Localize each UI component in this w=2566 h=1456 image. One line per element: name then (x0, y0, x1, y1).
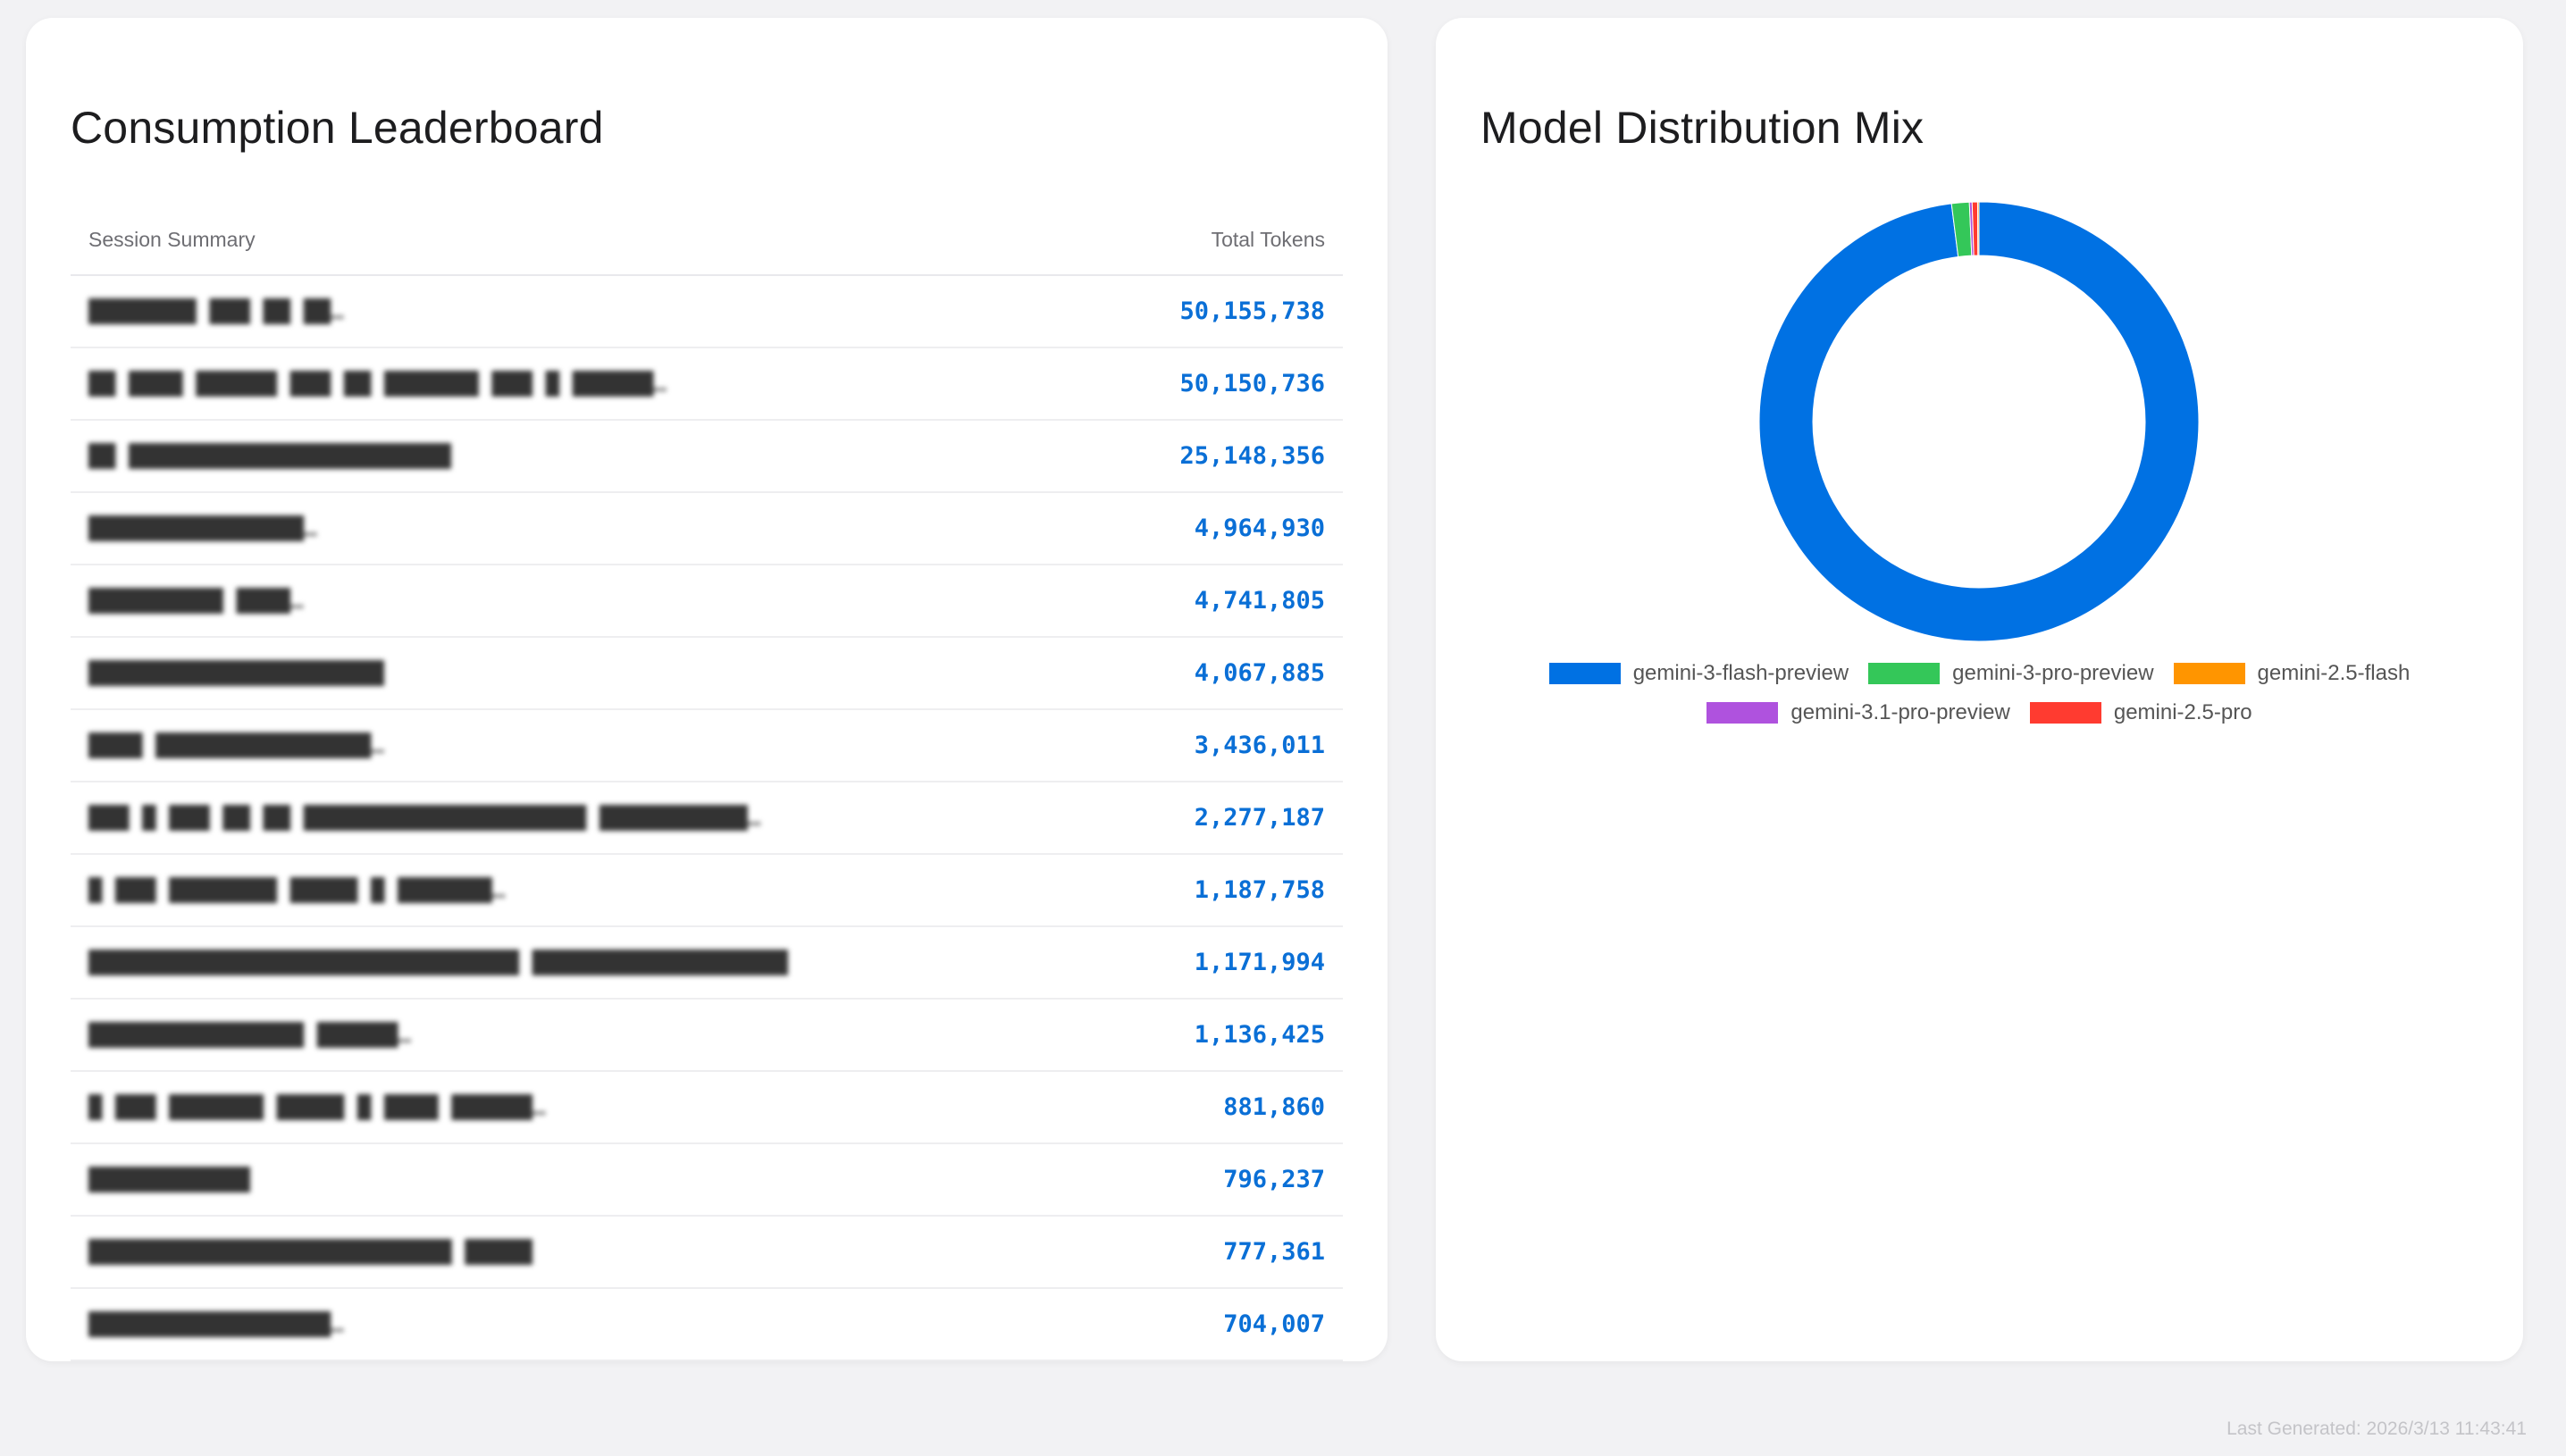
session-summary: █ ███ ███████ █████ █ ████ ██████… (88, 1094, 546, 1120)
session-summary: ███ █ ███ ██ ██ █████████████████████ ██… (88, 805, 761, 831)
session-summary: ████████████ (88, 1167, 250, 1192)
last-generated-timestamp: Last Generated: 2026/3/13 11:43:41 (2226, 1418, 2527, 1439)
leaderboard-card: Consumption Leaderboard Session Summary … (26, 18, 1388, 1361)
total-tokens: 796,237 (1223, 1166, 1325, 1193)
total-tokens: 881,860 (1223, 1093, 1325, 1121)
legend-label: gemini-2.5-pro (2113, 700, 2252, 724)
legend-label: gemini-3-flash-preview (1632, 661, 1849, 685)
table-row[interactable]: █ ███ ███████ █████ █ ████ ██████… 881,86… (71, 1072, 1343, 1144)
total-tokens: 4,741,805 (1194, 587, 1325, 615)
model-mix-title: Model Distribution Mix (1480, 103, 1925, 153)
table-row[interactable]: ██████████ ████… 4,741,805 (71, 565, 1343, 638)
legend-swatch (2029, 702, 2101, 724)
total-tokens: 25,148,356 (1179, 442, 1325, 470)
total-tokens: 1,187,758 (1194, 876, 1325, 904)
session-summary: ██████████████████… (88, 1311, 344, 1337)
table-row[interactable]: ██████████████████████ 4,067,885 (71, 638, 1343, 710)
table-row[interactable]: ███████████████████████████ █████ 777,361 (71, 1217, 1343, 1289)
table-header: Session Summary Total Tokens (71, 205, 1343, 276)
session-summary: ████████ ███ ██ ██… (88, 298, 344, 324)
legend-item[interactable]: gemini-2.5-flash (2173, 661, 2411, 686)
leaderboard-title: Consumption Leaderboard (71, 103, 604, 153)
session-summary: ██████████ ████… (88, 588, 304, 614)
legend-label: gemini-2.5-flash (2257, 661, 2411, 685)
table-row[interactable]: ██ ████ ██████ ███ ██ ███████ ███ █ ████… (71, 348, 1343, 421)
legend-label: gemini-3.1-pro-preview (1790, 700, 2010, 724)
total-tokens: 704,007 (1223, 1310, 1325, 1338)
session-summary: █ ███ ████████ █████ █ ███████… (88, 877, 506, 903)
legend-swatch (1868, 663, 1941, 684)
session-summary: ████████████████████████████████ ███████… (88, 950, 788, 975)
session-summary: ██ ████ ██████ ███ ██ ███████ ███ █ ████… (88, 371, 667, 397)
legend-swatch (1548, 663, 1621, 684)
table-row[interactable]: ████████████████ ██████… 1,136,425 (71, 1000, 1343, 1072)
leaderboard-table: Session Summary Total Tokens ████████ ██… (71, 205, 1343, 1361)
legend-item[interactable]: gemini-3.1-pro-preview (1706, 700, 2010, 725)
legend-item[interactable]: gemini-3-pro-preview (1868, 661, 2154, 686)
legend-item[interactable]: gemini-3-flash-preview (1548, 661, 1849, 686)
table-row[interactable]: ████████████ 796,237 (71, 1144, 1343, 1217)
donut-slice-gemini-3-flash-preview[interactable] (1758, 201, 2200, 642)
chart-legend-row-1: gemini-3-flash-preview gemini-3-pro-previ… (1436, 661, 2523, 686)
total-tokens: 777,361 (1223, 1238, 1325, 1266)
session-summary: ████ ████████████████… (88, 732, 385, 758)
total-tokens: 50,150,736 (1179, 370, 1325, 397)
table-body: ████████ ███ ██ ██… 50,155,738 ██ ████ ███… (71, 276, 1343, 1361)
legend-item[interactable]: gemini-2.5-pro (2029, 700, 2252, 725)
table-row[interactable]: ███ █ ███ ██ ██ █████████████████████ ██… (71, 782, 1343, 855)
chart-legend-row-2: gemini-3.1-pro-preview gemini-2.5-pro (1436, 700, 2523, 725)
session-summary: ██ ████████████████████████ (88, 443, 452, 469)
session-summary: ██████████████████████ (88, 660, 385, 686)
total-tokens: 3,436,011 (1194, 732, 1325, 759)
table-row[interactable]: ██████████████████… 704,007 (71, 1289, 1343, 1361)
total-tokens: 50,155,738 (1179, 297, 1325, 325)
session-summary: ████████████████… (88, 515, 317, 541)
session-summary: ███████████████████████████ █████ (88, 1239, 532, 1265)
donut-slice-gemini-2.5-flash[interactable] (1976, 201, 1980, 256)
header-total-tokens: Total Tokens (1211, 228, 1325, 251)
table-row[interactable]: ████████ ███ ██ ██… 50,155,738 (71, 276, 1343, 348)
table-row[interactable]: ████ ████████████████… 3,436,011 (71, 710, 1343, 782)
total-tokens: 1,171,994 (1194, 949, 1325, 976)
table-row[interactable]: ████████████████… 4,964,930 (71, 493, 1343, 565)
table-row[interactable]: ████████████████████████████████ ███████… (71, 927, 1343, 1000)
total-tokens: 4,067,885 (1194, 659, 1325, 687)
model-mix-card: Model Distribution Mix gemini-3-flash-pr… (1436, 18, 2523, 1361)
total-tokens: 4,964,930 (1194, 515, 1325, 542)
table-row[interactable]: █ ███ ████████ █████ █ ███████… 1,187,758 (71, 855, 1343, 927)
legend-swatch (1706, 702, 1779, 724)
table-row[interactable]: ██ ████████████████████████ 25,148,356 (71, 421, 1343, 493)
session-summary: ████████████████ ██████… (88, 1022, 412, 1048)
header-session-summary: Session Summary (88, 228, 256, 251)
legend-swatch (2173, 663, 2245, 684)
legend-label: gemini-3-pro-preview (1952, 661, 2154, 685)
total-tokens: 1,136,425 (1194, 1021, 1325, 1049)
total-tokens: 2,277,187 (1194, 804, 1325, 832)
donut-chart (1758, 201, 2200, 642)
